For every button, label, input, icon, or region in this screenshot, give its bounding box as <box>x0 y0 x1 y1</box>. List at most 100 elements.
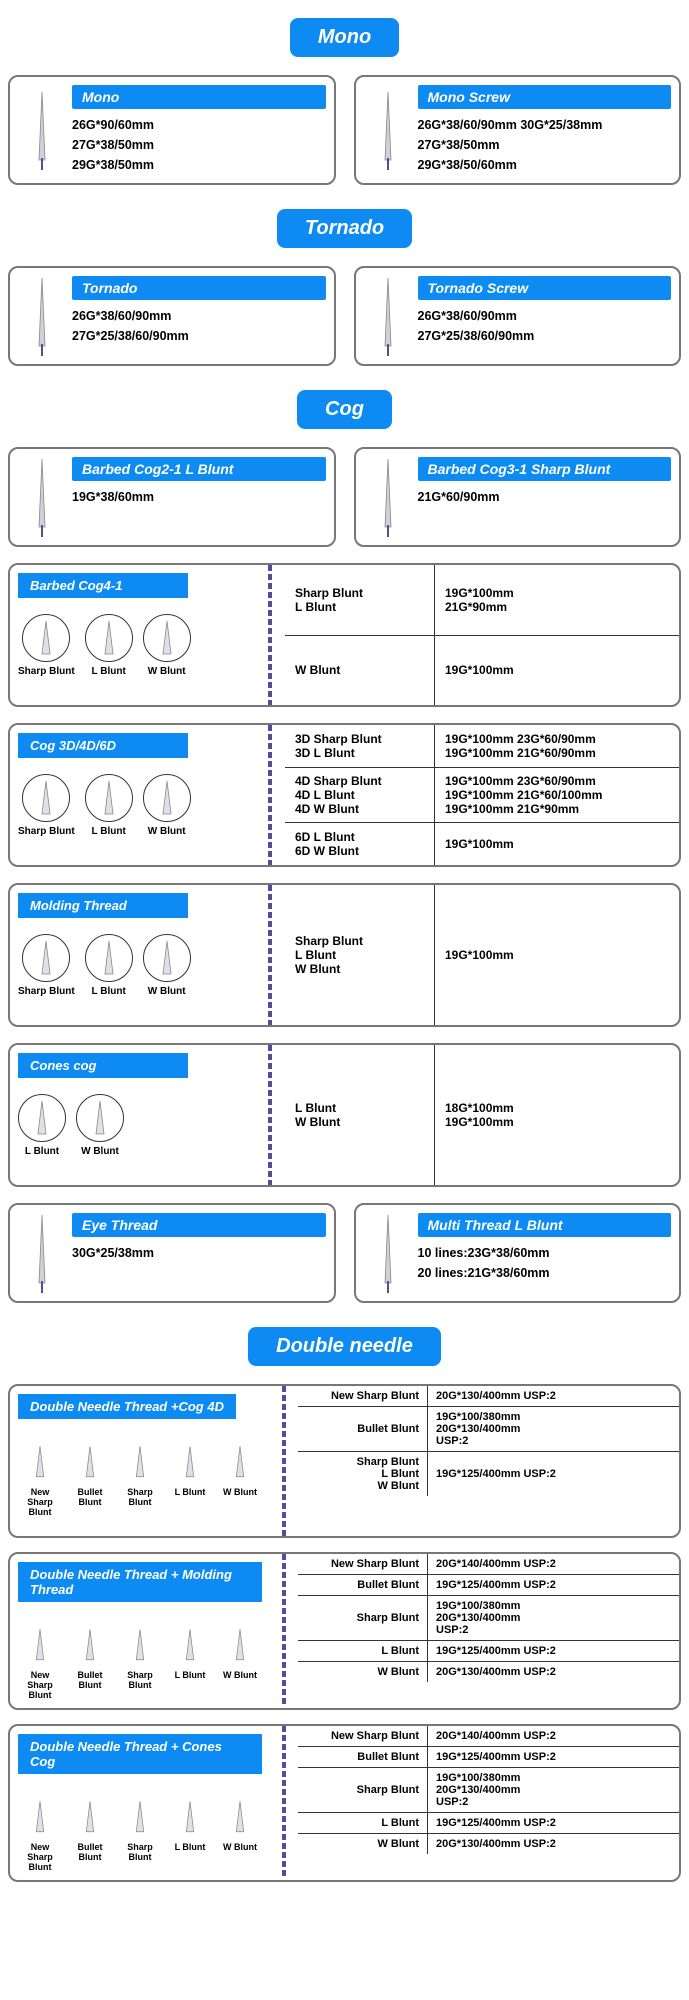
card-specs: 21G*60/90mm <box>418 487 672 507</box>
dn-tip-icon <box>118 1794 162 1842</box>
wide-card-1: Cog 3D/4D/6DSharp BluntL BluntW Blunt3D … <box>8 723 681 867</box>
dn-tip-icon <box>218 1439 262 1487</box>
cell-sizes: 19G*100mm21G*90mm <box>435 565 679 635</box>
cell-sizes: 18G*100mm19G*100mm <box>435 1045 679 1185</box>
section-title-tornado: Tornado <box>277 209 412 248</box>
tip-label: L Blunt <box>85 986 133 997</box>
card-specs: 26G*38/60/90mm 30G*25/38mm27G*38/50mm29G… <box>418 115 672 175</box>
tip-icon <box>143 614 191 662</box>
cell-types: Bullet Blunt <box>298 1747 428 1767</box>
card-name: Tornado Screw <box>418 276 672 300</box>
card-specs: 19G*38/60mm <box>72 487 326 507</box>
cell-types: W Blunt <box>298 1662 428 1682</box>
dn-tip-label: Bullet Blunt <box>68 1487 112 1507</box>
tips-row: Sharp BluntL BluntW Blunt <box>18 774 247 837</box>
tip-label: W Blunt <box>143 986 191 997</box>
row-mono: Mono26G*90/60mm27G*38/50mm29G*38/50mmMon… <box>8 75 681 185</box>
thread-col <box>255 565 285 705</box>
table-row: 6D L Blunt6D W Blunt19G*100mm <box>285 823 679 865</box>
cell-sizes: 19G*100mm 23G*60/90mm19G*100mm 21G*60/90… <box>435 725 679 767</box>
cell-sizes: 19G*100/380mm20G*130/400mmUSP:2 <box>428 1596 679 1640</box>
dn-tip-item: L Blunt <box>168 1439 212 1517</box>
tip-item: L Blunt <box>18 1094 66 1157</box>
tip-item: W Blunt <box>143 614 191 677</box>
wide-name: Cog 3D/4D/6D <box>18 733 188 758</box>
table-row: W Blunt19G*100mm <box>285 636 679 706</box>
tip-label: W Blunt <box>76 1146 124 1157</box>
card-mono-1: Mono Screw26G*38/60/90mm 30G*25/38mm27G*… <box>354 75 682 185</box>
tip-item: Sharp Blunt <box>18 934 75 997</box>
cell-types: New Sharp Blunt <box>298 1386 428 1406</box>
card-name: Tornado <box>72 276 326 300</box>
cell-types: Bullet Blunt <box>298 1575 428 1595</box>
dn-tip-icon <box>68 1622 112 1670</box>
tips-row: L Blunt W Blunt <box>18 1094 247 1157</box>
spec-table: Sharp BluntL BluntW Blunt19G*100mm <box>285 885 679 1025</box>
dn-tip-label: Bullet Blunt <box>68 1670 112 1690</box>
wide-card-3: Cones cogL BluntW BluntL BluntW Blunt18G… <box>8 1043 681 1187</box>
tip-icon <box>143 934 191 982</box>
cell-sizes: 19G*125/400mm USP:2 <box>428 1452 679 1496</box>
dn-tip-icon <box>168 1622 212 1670</box>
dn-tip-label: Sharp Blunt <box>118 1842 162 1862</box>
tips-row: Sharp BluntL BluntW Blunt <box>18 614 247 677</box>
cell-types: Sharp BluntL BluntW Blunt <box>285 885 435 1025</box>
cell-types: W Blunt <box>285 636 435 706</box>
dn-tip-label: New Sharp Blunt <box>18 1670 62 1700</box>
cell-types: 4D Sharp Blunt4D L Blunt4D W Blunt <box>285 768 435 822</box>
cell-sizes: 19G*125/400mm USP:2 <box>428 1575 679 1595</box>
dn-tip-item: New Sharp Blunt <box>18 1622 62 1700</box>
table-row: 4D Sharp Blunt4D L Blunt4D W Blunt19G*10… <box>285 768 679 823</box>
needle-thumb <box>364 1213 412 1293</box>
tip-item: Sharp Blunt <box>18 614 75 677</box>
cell-sizes: 19G*125/400mm USP:2 <box>428 1747 679 1767</box>
dn-card-1: Double Needle Thread + Molding ThreadNew… <box>8 1552 681 1710</box>
tip-icon <box>85 774 133 822</box>
dn-name: Double Needle Thread +Cog 4D <box>18 1394 236 1419</box>
dn-tip-label: New Sharp Blunt <box>18 1487 62 1517</box>
card-name: Barbed Cog3-1 Sharp Blunt <box>418 457 672 481</box>
table-row: L Blunt19G*125/400mm USP:2 <box>298 1641 679 1662</box>
needle-thumb <box>18 276 66 356</box>
needle-thumb <box>364 276 412 356</box>
card-cog-bottom-1: Multi Thread L Blunt10 lines:23G*38/60mm… <box>354 1203 682 1303</box>
tip-icon <box>76 1094 124 1142</box>
dn-tip-label: Bullet Blunt <box>68 1842 112 1862</box>
card-mono-0: Mono26G*90/60mm27G*38/50mm29G*38/50mm <box>8 75 336 185</box>
dn-tip-item: Bullet Blunt <box>68 1622 112 1700</box>
dn-table: New Sharp Blunt20G*130/400mm USP:2Bullet… <box>298 1386 679 1536</box>
tip-label: L Blunt <box>85 826 133 837</box>
table-row: Bullet Blunt19G*125/400mm USP:2 <box>298 1575 679 1596</box>
table-row: Bullet Blunt19G*100/380mm20G*130/400mmUS… <box>298 1407 679 1452</box>
dn-tip-item: W Blunt <box>218 1439 262 1517</box>
tip-label: L Blunt <box>18 1146 66 1157</box>
dn-tip-icon <box>18 1622 62 1670</box>
section-title-cog: Cog <box>297 390 392 429</box>
tip-icon <box>143 774 191 822</box>
cell-sizes: 20G*130/400mm USP:2 <box>428 1386 679 1406</box>
table-row: New Sharp Blunt20G*130/400mm USP:2 <box>298 1386 679 1407</box>
cell-types: New Sharp Blunt <box>298 1554 428 1574</box>
needle-thumb <box>364 457 412 537</box>
tip-item: W Blunt <box>143 774 191 837</box>
card-specs: 10 lines:23G*38/60mm20 lines:21G*38/60mm <box>418 1243 672 1283</box>
cell-sizes: 19G*100mm <box>435 885 679 1025</box>
table-row: New Sharp Blunt20G*140/400mm USP:2 <box>298 1726 679 1747</box>
tip-icon <box>85 614 133 662</box>
dn-tip-label: W Blunt <box>218 1670 262 1680</box>
cell-types: Sharp BluntL Blunt <box>285 565 435 635</box>
tip-icon <box>22 774 70 822</box>
needle-thumb <box>364 85 412 175</box>
tip-label: W Blunt <box>143 666 191 677</box>
dn-tip-icon <box>118 1439 162 1487</box>
card-specs: 26G*90/60mm27G*38/50mm29G*38/50mm <box>72 115 326 175</box>
tip-item: L Blunt <box>85 774 133 837</box>
dn-tip-icon <box>168 1439 212 1487</box>
dn-tip-item: Sharp Blunt <box>118 1622 162 1700</box>
dn-tip-icon <box>218 1794 262 1842</box>
dn-table: New Sharp Blunt20G*140/400mm USP:2Bullet… <box>298 1554 679 1708</box>
spec-table: Sharp BluntL Blunt19G*100mm21G*90mmW Blu… <box>285 565 679 705</box>
table-row: Sharp BluntL Blunt19G*100mm21G*90mm <box>285 565 679 636</box>
cell-types: 3D Sharp Blunt3D L Blunt <box>285 725 435 767</box>
cell-types: L Blunt <box>298 1641 428 1661</box>
